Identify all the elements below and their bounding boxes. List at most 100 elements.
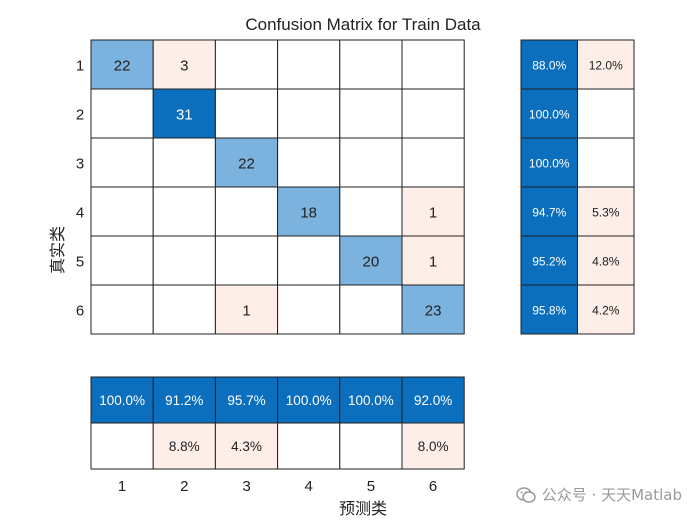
row-summary-correct-label: 94.7% — [532, 206, 566, 220]
col-summary-incorrect-cell — [152, 422, 216, 470]
col-summary-correct-cell — [401, 376, 465, 424]
wechat-icon — [516, 486, 536, 503]
axis-tick-labels: 1 2 3 4 5 6 1 2 3 4 5 6 — [76, 58, 437, 496]
row-summary-incorrect-label: 4.2% — [592, 304, 620, 318]
row-summary-correct-label: 100.0% — [529, 108, 570, 122]
matrix-cell-r6-c5 — [339, 284, 403, 335]
matrix-cell-r2-c5 — [339, 88, 403, 139]
watermark-text: 公众号 · 天天Matlab — [541, 486, 682, 504]
x-tick-label: 3 — [242, 478, 250, 495]
row-summary-incorrect-cell — [577, 88, 635, 139]
col-summary-correct-label: 92.0% — [414, 393, 452, 408]
main-matrix: 22 3 31 22 18 1 20 1 1 23 — [90, 39, 465, 335]
x-axis-label: 预测类 — [339, 499, 387, 518]
matrix-cell-r5-c6 — [401, 235, 465, 286]
matrix-cell-r5-c1 — [90, 235, 154, 286]
row-summary-incorrect-cell — [577, 284, 635, 335]
matrix-cell-r6-c2 — [152, 284, 216, 335]
y-axis-label: 真实类 — [48, 226, 67, 274]
matrix-cell-r2-c4 — [277, 88, 341, 139]
row-summary-correct-cell — [520, 235, 578, 286]
column-summary-matrix: 100.0% 91.2% 8.8% 95.7% 4.3% 100.0% 100.0% 92.0… — [90, 376, 465, 470]
row-summary-matrix: 88.0% 12.0% 100.0% 100.0% 94.7% 5.3% 95.2% 4.8%… — [520, 39, 635, 335]
watermark: 公众号 · 天天Matlab — [516, 484, 682, 505]
matrix-cell-r6-c1 — [90, 284, 154, 335]
matrix-value-r4-c6: 1 — [429, 205, 437, 222]
matrix-cell-r3-c2 — [152, 137, 216, 188]
row-summary-correct-label: 95.2% — [532, 255, 566, 269]
col-summary-correct-cell — [90, 376, 154, 424]
col-summary-incorrect-label: 4.3% — [231, 439, 262, 454]
matrix-cell-r2-c1 — [90, 88, 154, 139]
matrix-cell-r2-c2 — [152, 88, 216, 139]
matrix-cell-r3-c6 — [401, 137, 465, 188]
col-summary-incorrect-cell — [214, 422, 279, 470]
matrix-value-r3-c3: 22 — [238, 156, 255, 173]
matrix-cell-r1-c1 — [90, 39, 154, 90]
col-summary-correct-cell — [339, 376, 403, 424]
y-tick-label: 1 — [76, 58, 84, 75]
col-summary-correct-cell — [152, 376, 216, 424]
col-summary-incorrect-cell — [90, 422, 154, 470]
col-summary-correct-label: 100.0% — [348, 393, 394, 408]
matrix-cell-r4-c5 — [339, 186, 403, 237]
matrix-cell-r3-c5 — [339, 137, 403, 188]
col-summary-incorrect-label: 8.8% — [169, 439, 200, 454]
chart-title: Confusion Matrix for Train Data — [245, 15, 481, 34]
col-summary-correct-label: 95.7% — [227, 393, 265, 408]
row-summary-correct-label: 88.0% — [532, 59, 566, 73]
x-tick-label: 6 — [429, 478, 437, 495]
matrix-cell-r5-c4 — [277, 235, 341, 286]
matrix-cell-r1-c3 — [214, 39, 279, 90]
y-tick-label: 6 — [76, 303, 84, 320]
matrix-value-r2-c2: 31 — [176, 107, 193, 124]
x-tick-label: 4 — [305, 478, 313, 495]
row-summary-incorrect-label: 4.8% — [592, 255, 620, 269]
matrix-cell-r4-c3 — [214, 186, 279, 237]
matrix-value-r5-c5: 20 — [363, 254, 380, 271]
matrix-value-r6-c6: 23 — [425, 303, 442, 320]
row-summary-correct-cell — [520, 284, 578, 335]
col-summary-correct-label: 91.2% — [165, 393, 203, 408]
col-summary-incorrect-cell — [401, 422, 465, 470]
matrix-value-r4-c4: 18 — [300, 205, 317, 222]
matrix-value-r5-c6: 1 — [429, 254, 437, 271]
matrix-cell-r6-c3 — [214, 284, 279, 335]
col-summary-correct-label: 100.0% — [99, 393, 145, 408]
row-summary-incorrect-label: 5.3% — [592, 206, 620, 220]
y-tick-label: 2 — [76, 107, 84, 124]
col-summary-incorrect-cell — [277, 422, 341, 470]
x-tick-label: 5 — [367, 478, 375, 495]
matrix-cell-r4-c1 — [90, 186, 154, 237]
matrix-value-r1-c1: 22 — [114, 58, 131, 75]
matrix-cell-r5-c3 — [214, 235, 279, 286]
matrix-cell-r4-c6 — [401, 186, 465, 237]
row-summary-incorrect-cell — [577, 137, 635, 188]
y-tick-label: 4 — [76, 205, 84, 222]
row-summary-incorrect-cell — [577, 39, 635, 90]
matrix-cell-r5-c2 — [152, 235, 216, 286]
matrix-cell-r3-c4 — [277, 137, 341, 188]
col-summary-incorrect-label: 8.0% — [418, 439, 449, 454]
matrix-cell-r1-c4 — [277, 39, 341, 90]
row-summary-incorrect-cell — [577, 186, 635, 237]
matrix-cell-r3-c1 — [90, 137, 154, 188]
col-summary-correct-label: 100.0% — [286, 393, 332, 408]
matrix-cell-r4-c2 — [152, 186, 216, 237]
x-tick-label: 1 — [118, 478, 126, 495]
col-summary-incorrect-cell — [339, 422, 403, 470]
matrix-cell-r2-c3 — [214, 88, 279, 139]
matrix-cell-r2-c6 — [401, 88, 465, 139]
matrix-value-r1-c2: 3 — [180, 58, 188, 75]
matrix-cell-r6-c4 — [277, 284, 341, 335]
row-summary-incorrect-cell — [577, 235, 635, 286]
row-summary-correct-cell — [520, 137, 578, 188]
matrix-cell-r1-c2 — [152, 39, 216, 90]
matrix-value-r6-c3: 1 — [242, 303, 250, 320]
y-tick-label: 5 — [76, 254, 84, 271]
row-summary-incorrect-label: 12.0% — [589, 59, 623, 73]
matrix-cell-r1-c5 — [339, 39, 403, 90]
matrix-cell-r6-c6 — [401, 284, 465, 335]
row-summary-correct-label: 95.8% — [532, 304, 566, 318]
